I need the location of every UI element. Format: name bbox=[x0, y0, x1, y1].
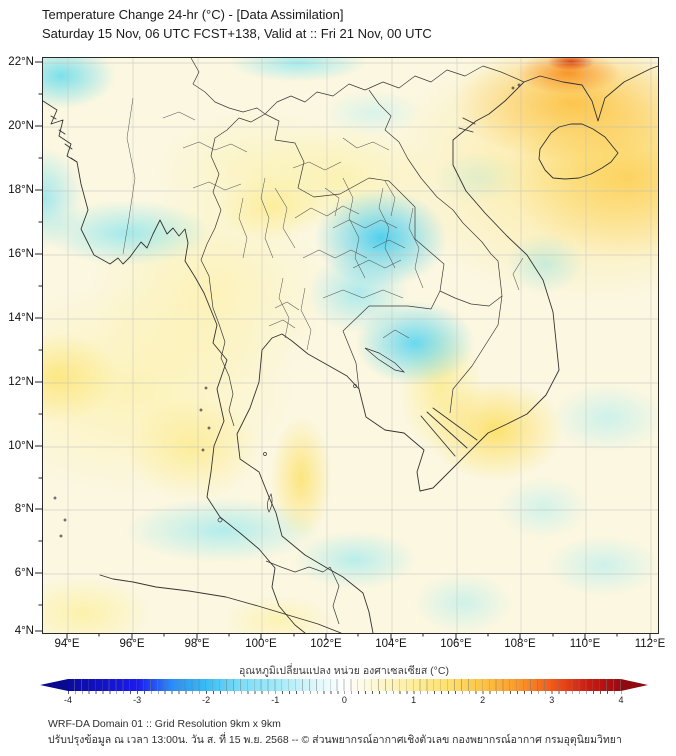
province-borders bbox=[122, 97, 524, 351]
lat-axis-ticks bbox=[35, 61, 42, 632]
lat-tick-label: 22°N bbox=[8, 56, 34, 68]
colorbar: -4 -3 -2 -1 0 1 2 3 4 bbox=[40, 679, 648, 709]
figure-title: Temperature Change 24-hr (°C) - [Data As… bbox=[42, 5, 432, 43]
lat-tick-label: 8°N bbox=[14, 503, 34, 515]
lon-tick-label: 104°E bbox=[375, 638, 407, 650]
colorbar-tick-label: 0 bbox=[341, 695, 347, 705]
footer-line-1: WRF-DA Domain 01 :: Grid Resolution 9km … bbox=[48, 718, 281, 730]
lat-tick-label: 18°N bbox=[8, 184, 34, 196]
lon-tick-label: 112°E bbox=[634, 638, 666, 650]
lat-tick-label: 6°N bbox=[14, 567, 34, 579]
colorbar-label: อุณหภูมิเปลี่ยนแปลง หน่วย องศาเซลเซียส (… bbox=[239, 665, 449, 677]
lat-tick-label: 4°N bbox=[14, 625, 34, 637]
lat-tick-label: 12°N bbox=[8, 376, 34, 388]
lon-tick-label: 98°E bbox=[184, 638, 210, 650]
lon-tick-label: 106°E bbox=[440, 638, 472, 650]
colorbar-tick-label: -4 bbox=[63, 695, 72, 705]
lon-tick-label: 94°E bbox=[54, 638, 80, 650]
songkhla-lake bbox=[267, 493, 273, 513]
colorbar-left-arrow bbox=[40, 679, 68, 691]
title-line-1: Temperature Change 24-hr (°C) - [Data As… bbox=[42, 7, 344, 22]
footer: WRF-DA Domain 01 :: Grid Resolution 9km … bbox=[48, 717, 622, 748]
lon-tick-label: 96°E bbox=[119, 638, 145, 650]
lat-tick-label: 16°N bbox=[8, 248, 34, 260]
map-plot-area bbox=[42, 57, 659, 634]
tonle-sap-lake bbox=[364, 347, 406, 373]
graticule bbox=[43, 58, 658, 633]
colorbar-right-arrow bbox=[621, 679, 648, 691]
coastlines bbox=[43, 65, 658, 633]
colorbar-tick-label: 1 bbox=[411, 695, 417, 705]
colorbar-tick-label: 2 bbox=[480, 695, 486, 705]
colorbar-tick-label: 3 bbox=[549, 695, 555, 705]
lon-tick-label: 100°E bbox=[245, 638, 277, 650]
lon-axis-ticks bbox=[66, 633, 651, 640]
lat-tick-label: 20°N bbox=[8, 120, 34, 132]
temperature-change-field bbox=[43, 58, 658, 633]
lon-tick-label: 108°E bbox=[504, 638, 536, 650]
colorbar-tick-label: -3 bbox=[133, 695, 142, 705]
colorbar-tick-label: 4 bbox=[618, 695, 624, 705]
lat-tick-label: 10°N bbox=[8, 440, 34, 452]
colorbar-tick-marks bbox=[68, 691, 622, 694]
red-river-delta bbox=[458, 117, 476, 133]
colorbar-tick-label: -1 bbox=[271, 695, 280, 705]
colorbar-tick-label: -2 bbox=[202, 695, 211, 705]
mekong-delta-channels bbox=[420, 407, 478, 457]
sumatra-coast bbox=[99, 574, 342, 633]
title-line-2: Saturday 15 Nov, 06 UTC FCST+138, Valid … bbox=[42, 26, 432, 41]
colorbar-gradient bbox=[68, 679, 621, 691]
footer-line-2: ปรับปรุงข้อมูล ณ เวลา 13:00น. วัน ส. ที่… bbox=[48, 733, 622, 746]
map-overlay bbox=[43, 58, 658, 633]
lakes-and-islands bbox=[53, 83, 521, 538]
lon-tick-label: 110°E bbox=[569, 638, 601, 650]
lat-tick-label: 14°N bbox=[8, 312, 34, 324]
country-borders bbox=[190, 58, 525, 625]
hainan-island bbox=[538, 123, 619, 180]
lon-tick-label: 102°E bbox=[310, 638, 342, 650]
